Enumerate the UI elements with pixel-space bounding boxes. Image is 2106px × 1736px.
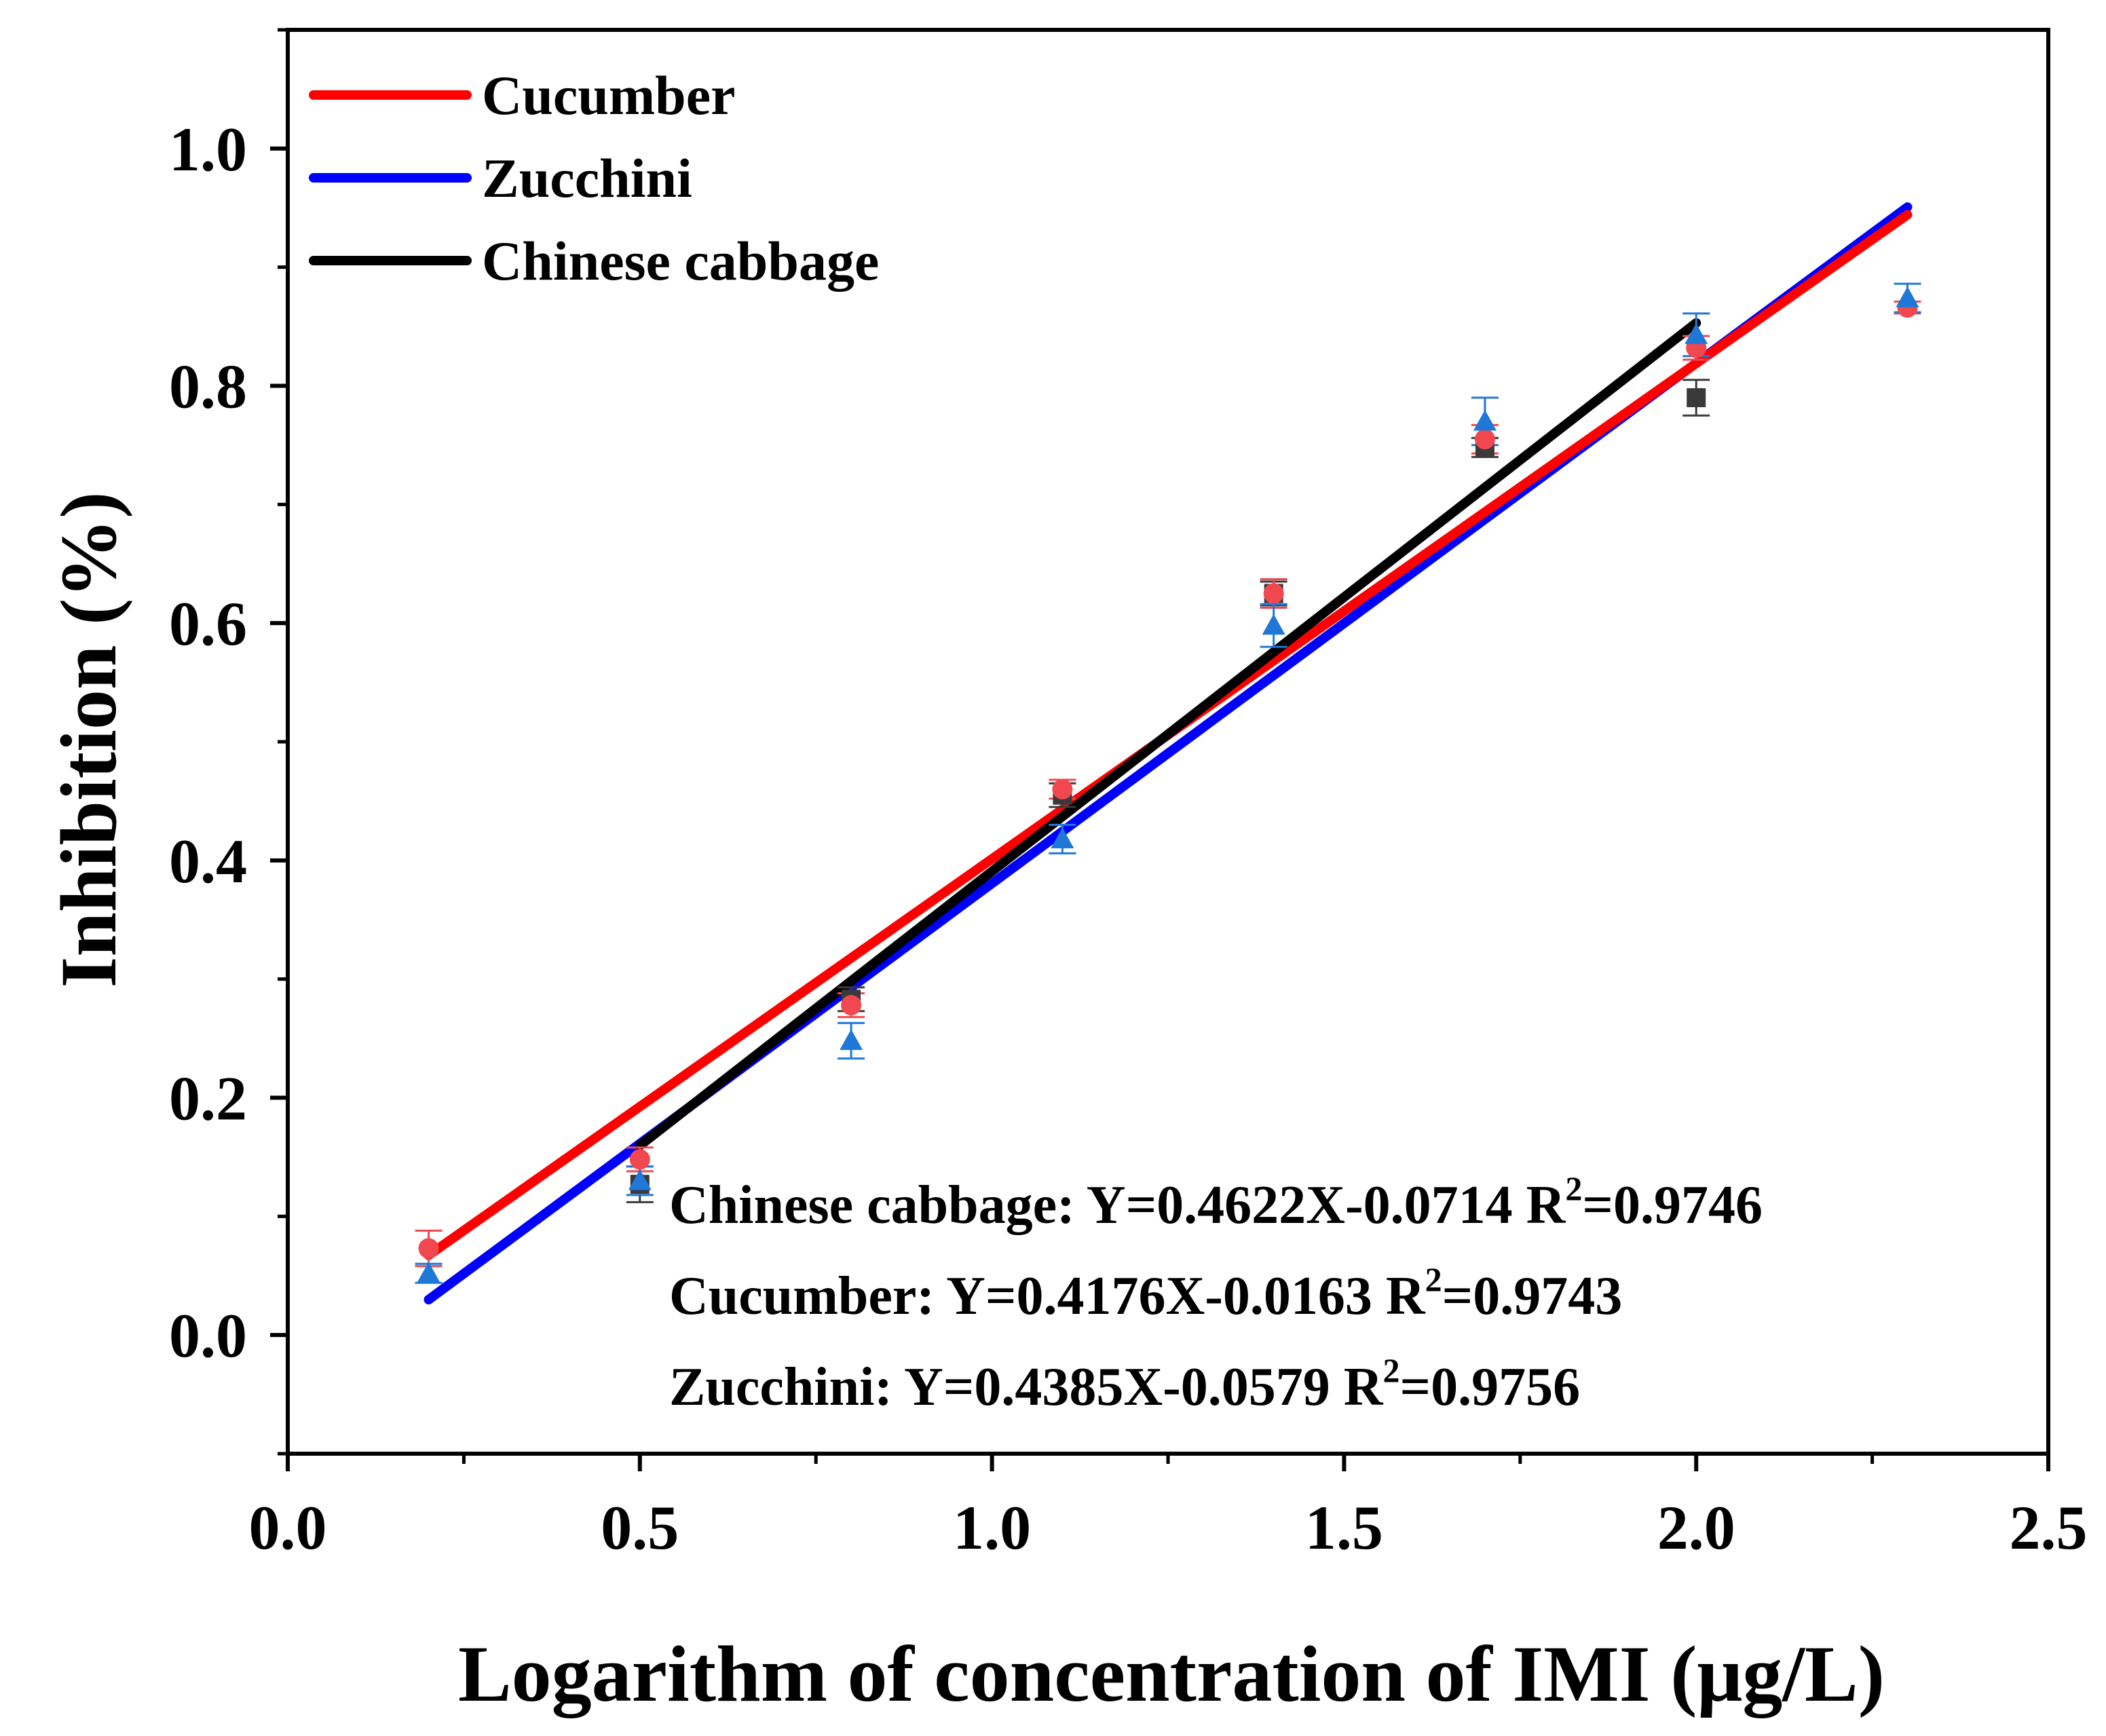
markers [417,286,1919,1283]
point-zucchini [1685,323,1708,344]
legend-label-chinese-cabbage: Chinese cabbage [482,230,879,292]
equation-annotation: Chinese cabbage: Y=0.4622X-0.0714 R2=0.9… [669,1169,1763,1235]
equation-annotation: Cucumber: Y=0.4176X-0.0163 R2=0.9743 [669,1260,1622,1326]
point-cucumber [418,1238,439,1259]
x-tick-label: 2.5 [2010,1493,2088,1562]
y-tick-label: 0.0 [169,1301,247,1370]
y-tick-label: 0.4 [169,827,247,896]
equation-annotations: Chinese cabbage: Y=0.4622X-0.0714 R2=0.9… [669,1169,1763,1417]
point-chinese-cabbage [1687,388,1706,407]
y-axis-label: Inhibition (%) [44,491,133,987]
equation-annotation: Zucchini: Y=0.4385X-0.0579 R2=0.9756 [669,1351,1580,1417]
x-axis-label: Logarithm of concentration of IMI (μg/L) [458,1629,1885,1718]
legend: Cucumber Zucchini Chinese cabbage [309,64,879,292]
y-tick-label: 0.2 [169,1064,247,1133]
y-tick-label: 1.0 [169,115,247,184]
x-tick-label: 2.0 [1657,1493,1735,1562]
x-tick-label: 1.0 [953,1493,1031,1562]
error-bars [415,282,1921,1284]
point-zucchini [1262,614,1285,635]
x-tick-label: 0.0 [249,1493,327,1562]
x-axis: 0.0 0.5 1.0 1.5 2.0 2.5 [249,1454,2088,1562]
x-tick-label: 0.5 [601,1493,679,1562]
x-tick-label: 1.5 [1305,1493,1383,1562]
fit-line-chinese-cabbage [635,318,1701,1150]
point-zucchini [417,1262,440,1283]
point-cucumber [629,1149,650,1170]
point-zucchini [840,1029,863,1051]
y-tick-label: 0.8 [169,352,247,421]
point-cucumber [1263,583,1284,604]
fit-lines [424,202,1913,1305]
legend-label-zucchini: Zucchini [482,147,692,209]
point-cucumber [841,995,862,1016]
point-cucumber [1052,778,1073,799]
point-zucchini [628,1169,652,1190]
point-zucchini [1473,409,1497,431]
y-tick-label: 0.6 [169,589,247,658]
point-cucumber [1474,429,1495,450]
y-axis: 0.0 0.2 0.4 0.6 0.8 1.0 [169,28,288,1456]
legend-label-cucumber: Cucumber [482,64,736,126]
point-zucchini [1051,827,1074,848]
point-zucchini [1896,286,1919,307]
